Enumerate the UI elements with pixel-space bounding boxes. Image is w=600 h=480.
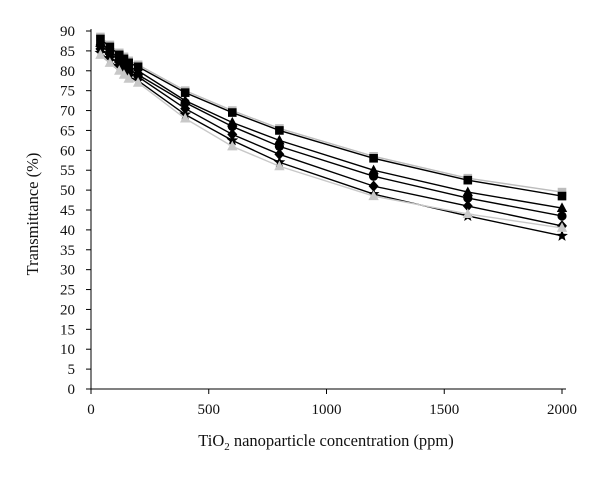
y-tick-label: 25 xyxy=(60,283,75,299)
series-line xyxy=(99,48,563,227)
diamond-marker xyxy=(274,148,285,160)
triangle-marker xyxy=(123,73,134,83)
triangle-marker xyxy=(227,140,238,151)
y-tick-label: 15 xyxy=(60,322,75,338)
x-axis-label-part: TiO xyxy=(198,431,224,450)
square-marker xyxy=(228,108,237,117)
square-marker xyxy=(180,88,190,97)
circle-marker xyxy=(180,98,190,108)
triangle-marker xyxy=(118,69,130,79)
triangle-marker xyxy=(114,65,125,75)
series-3 xyxy=(95,37,568,213)
circle-marker xyxy=(463,193,473,203)
x-axis-label-subscript: 2 xyxy=(224,441,230,453)
square-marker xyxy=(275,126,284,135)
y-tick-label: 0 xyxy=(68,382,76,398)
y-tick-label: 90 xyxy=(60,24,75,40)
triangle-marker xyxy=(132,77,144,87)
series-2 xyxy=(96,34,567,201)
y-axis-label: Transmittance (%) xyxy=(23,153,42,276)
triangle-marker xyxy=(368,190,379,201)
triangle-marker xyxy=(274,134,285,145)
triangle-marker xyxy=(462,208,473,218)
y-tick-label: 80 xyxy=(60,64,75,80)
series-line xyxy=(99,36,563,193)
x-tick-label: 1500 xyxy=(429,402,459,418)
x-tick-label: 500 xyxy=(198,402,221,418)
axes-layer: 0 5 10 15 20 25 30 35 40 45 50 55 60 65 70 75 80 85 90 0 500… xyxy=(60,24,577,418)
triangle-marker xyxy=(180,112,191,123)
triangle-marker xyxy=(556,202,568,213)
star-marker xyxy=(226,134,239,146)
y-tick-label: 10 xyxy=(60,342,75,358)
circle-marker xyxy=(274,141,284,151)
series-line xyxy=(99,44,563,217)
x-tick-label: 1000 xyxy=(312,402,342,418)
y-tick-label: 40 xyxy=(60,223,75,239)
triangle-marker xyxy=(95,49,106,59)
y-tick-label: 20 xyxy=(60,302,75,318)
square-marker xyxy=(463,175,473,185)
x-tick-label: 0 xyxy=(87,402,95,418)
square-marker xyxy=(369,153,378,163)
series-layer xyxy=(94,32,568,241)
y-tick-label: 85 xyxy=(60,44,75,60)
x-axis-label: TiO2 nanoparticle concentration (ppm) xyxy=(198,431,454,453)
triangle-marker xyxy=(462,186,473,197)
series-4 xyxy=(95,40,567,221)
diamond-marker xyxy=(368,180,379,192)
y-tick-label: 35 xyxy=(60,243,75,259)
y-tick-label: 30 xyxy=(60,263,75,279)
y-tick-label: 60 xyxy=(60,143,75,159)
diamond-marker xyxy=(462,200,473,212)
circle-marker xyxy=(369,171,379,181)
y-tick-label: 55 xyxy=(60,163,75,179)
y-tick-label: 5 xyxy=(68,362,76,378)
square-marker xyxy=(557,191,567,201)
y-tick-label: 65 xyxy=(60,123,75,139)
x-tick-label: 2000 xyxy=(547,402,577,418)
circle-marker xyxy=(227,121,237,132)
triangle-marker xyxy=(104,57,116,67)
y-tick-label: 70 xyxy=(60,104,75,120)
series-7 xyxy=(95,49,568,232)
circle-marker xyxy=(557,211,567,221)
y-tick-label: 45 xyxy=(60,203,75,219)
y-tick-label: 75 xyxy=(60,84,75,100)
series-line xyxy=(99,54,563,229)
y-tick-label: 50 xyxy=(60,183,75,199)
x-axis-label-part: nanoparticle concentration (ppm) xyxy=(230,431,454,450)
triangle-marker xyxy=(274,160,285,171)
star-marker xyxy=(556,229,568,241)
triangle-marker xyxy=(556,222,568,232)
triangle-marker xyxy=(368,164,379,175)
